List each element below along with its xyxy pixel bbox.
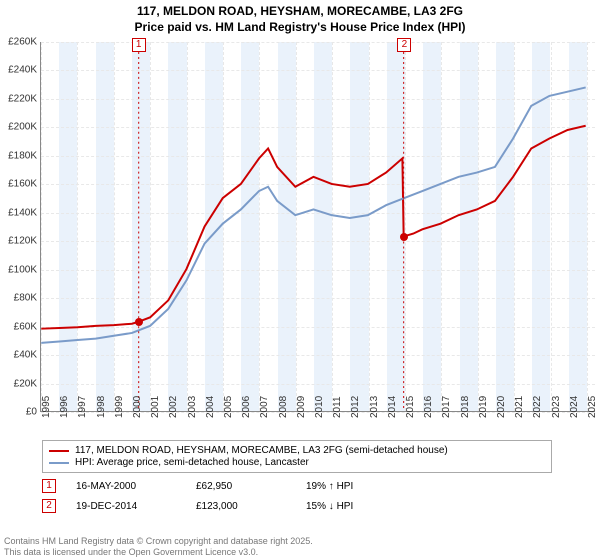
y-tick: £0 (0, 407, 40, 418)
y-tick: £160K (0, 179, 40, 190)
x-tick: 2006 (241, 396, 252, 418)
y-tick: £140K (0, 207, 40, 218)
x-tick: 2010 (314, 396, 325, 418)
sale-row-marker: 1 (42, 479, 56, 493)
x-tick: 2018 (460, 396, 471, 418)
x-tick: 2019 (478, 396, 489, 418)
footer-line-2: This data is licensed under the Open Gov… (4, 547, 313, 558)
sale-marker-box: 1 (132, 38, 146, 52)
y-tick: £180K (0, 150, 40, 161)
sale-date: 19-DEC-2014 (76, 501, 176, 512)
y-tick: £260K (0, 37, 40, 48)
x-tick: 2016 (423, 396, 434, 418)
sale-marker-box: 2 (397, 38, 411, 52)
sale-price: £123,000 (196, 501, 286, 512)
x-tick: 2022 (532, 396, 543, 418)
sale-dot (400, 233, 408, 241)
sale-price: £62,950 (196, 481, 286, 492)
legend-label-2: HPI: Average price, semi-detached house,… (75, 457, 309, 468)
x-tick: 2017 (441, 396, 452, 418)
x-tick: 2000 (132, 396, 143, 418)
legend-swatch-price (49, 450, 69, 452)
footer-line-1: Contains HM Land Registry data © Crown c… (4, 536, 313, 547)
sale-row: 2 19-DEC-2014 £123,000 15% ↓ HPI (42, 499, 552, 513)
x-tick: 2015 (405, 396, 416, 418)
title-line-2: Price paid vs. HM Land Registry's House … (0, 20, 600, 36)
y-tick: £40K (0, 350, 40, 361)
y-tick: £120K (0, 236, 40, 247)
legend-row-2: HPI: Average price, semi-detached house,… (49, 457, 545, 468)
x-tick: 2024 (569, 396, 580, 418)
y-tick: £240K (0, 65, 40, 76)
legend-container: 117, MELDON ROAD, HEYSHAM, MORECAMBE, LA… (42, 440, 552, 513)
y-tick: £60K (0, 321, 40, 332)
sale-dot (135, 318, 143, 326)
x-tick: 2023 (551, 396, 562, 418)
chart-title: 117, MELDON ROAD, HEYSHAM, MORECAMBE, LA… (0, 0, 600, 35)
x-tick: 2025 (587, 396, 598, 418)
x-tick: 2020 (496, 396, 507, 418)
title-line-1: 117, MELDON ROAD, HEYSHAM, MORECAMBE, LA… (0, 4, 600, 20)
x-tick: 2011 (332, 396, 343, 418)
x-tick: 2008 (278, 396, 289, 418)
x-tick: 1995 (41, 396, 52, 418)
legend-label-1: 117, MELDON ROAD, HEYSHAM, MORECAMBE, LA… (75, 445, 448, 456)
sale-row-marker: 2 (42, 499, 56, 513)
legend-row-1: 117, MELDON ROAD, HEYSHAM, MORECAMBE, LA… (49, 445, 545, 456)
sale-date: 16-MAY-2000 (76, 481, 176, 492)
y-tick: £200K (0, 122, 40, 133)
x-tick: 1998 (96, 396, 107, 418)
legend-swatch-hpi (49, 462, 69, 464)
y-tick: £20K (0, 378, 40, 389)
x-tick: 2001 (150, 396, 161, 418)
series-price_paid (41, 126, 585, 329)
x-tick: 1996 (59, 396, 70, 418)
series-hpi (41, 87, 585, 342)
x-tick: 2002 (168, 396, 179, 418)
footer-attribution: Contains HM Land Registry data © Crown c… (4, 536, 313, 558)
x-tick: 2021 (514, 396, 525, 418)
sale-row: 1 16-MAY-2000 £62,950 19% ↑ HPI (42, 479, 552, 493)
x-tick: 2013 (369, 396, 380, 418)
y-tick: £100K (0, 264, 40, 275)
sale-delta: 15% ↓ HPI (306, 501, 353, 512)
chart-lines (41, 42, 595, 411)
x-tick: 2014 (387, 396, 398, 418)
legend-box: 117, MELDON ROAD, HEYSHAM, MORECAMBE, LA… (42, 440, 552, 473)
y-tick: £220K (0, 93, 40, 104)
y-tick: £80K (0, 293, 40, 304)
x-tick: 2012 (350, 396, 361, 418)
x-tick: 2009 (296, 396, 307, 418)
x-tick: 1997 (77, 396, 88, 418)
x-tick: 1999 (114, 396, 125, 418)
chart-plot-area: 1995199619971998199920002001200220032004… (40, 42, 595, 412)
x-tick: 2003 (187, 396, 198, 418)
sale-delta: 19% ↑ HPI (306, 481, 353, 492)
x-tick: 2007 (259, 396, 270, 418)
sales-list: 1 16-MAY-2000 £62,950 19% ↑ HPI 2 19-DEC-2014… (42, 479, 552, 513)
x-tick: 2004 (205, 396, 216, 418)
x-tick: 2005 (223, 396, 234, 418)
